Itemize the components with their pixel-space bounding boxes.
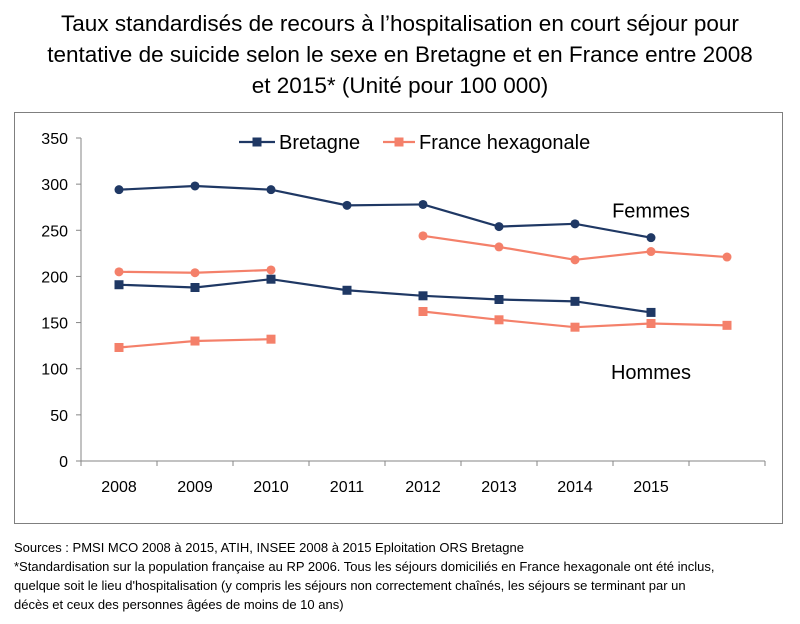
femmes-france-point xyxy=(266,265,276,275)
x-tick-label: 2009 xyxy=(177,479,213,496)
x-tick-label: 2010 xyxy=(253,479,289,496)
x-tick-label: 2013 xyxy=(481,479,517,496)
femmes-france-point xyxy=(418,231,428,241)
line-chart: 0 50 100 150 200 250 300 350 2008 2009 2010 2011 201… xyxy=(41,131,766,496)
femmes-bretagne-line-segment xyxy=(194,184,272,191)
femmes-bretagne-point xyxy=(570,219,580,229)
x-tick-label: 2015 xyxy=(633,479,669,496)
hommes-bretagne-line-segment xyxy=(346,289,424,297)
femmes-france-point xyxy=(190,268,200,278)
hommes-france-line-segment xyxy=(650,322,728,327)
hommes-bretagne-point xyxy=(418,291,428,301)
chart-title-line-1: Taux standardisés de recours à l’hospita… xyxy=(61,11,739,36)
chart-area: 0 50 100 150 200 250 300 350 2008 2009 2010 2011 201… xyxy=(14,112,783,524)
femmes-bretagne-point xyxy=(646,233,656,243)
sources-line-3: quelque soit le lieu d'hospitalisation (… xyxy=(14,578,686,593)
hommes-bretagne-point xyxy=(190,283,200,293)
femmes-france-point xyxy=(722,252,732,262)
x-tick-label: 2012 xyxy=(405,479,441,496)
hommes-france-point xyxy=(266,334,276,344)
chart-title: Taux standardisés de recours à l’hospita… xyxy=(0,8,800,101)
femmes-france-point xyxy=(114,267,124,277)
sources-line-4: décès et ceux des personnes âgées de moi… xyxy=(14,597,344,612)
y-tick-label: 350 xyxy=(41,131,68,148)
sources-line-1: Sources : PMSI MCO 2008 à 2015, ATIH, IN… xyxy=(14,540,524,555)
femmes-france-line-segment xyxy=(498,245,576,261)
y-tick-label: 50 xyxy=(50,408,68,425)
y-tick-label: 200 xyxy=(41,269,68,286)
chart-title-line-3: et 2015* (Unité pour 100 000) xyxy=(251,73,549,98)
femmes-bretagne-point xyxy=(190,181,200,191)
hommes-bretagne-point xyxy=(646,307,656,317)
femmes-france-line-segment xyxy=(422,234,500,248)
femmes-france-point xyxy=(646,247,656,257)
femmes-bretagne-line-segment xyxy=(118,184,196,191)
legend-bretagne-label: Bretagne xyxy=(279,132,360,154)
femmes-bretagne-point xyxy=(418,199,428,209)
annotation-hommes: Hommes xyxy=(611,362,691,384)
hommes-france-point xyxy=(570,322,580,332)
hommes-france-point xyxy=(114,342,124,352)
hommes-bretagne-line-segment xyxy=(118,283,196,289)
hommes-bretagne-line-segment xyxy=(498,298,576,303)
femmes-france-line-segment xyxy=(118,270,196,274)
femmes-bretagne-point xyxy=(266,185,276,195)
hommes-bretagne-point xyxy=(570,296,580,306)
femmes-france-line-segment xyxy=(650,250,728,259)
femmes-bretagne-line-segment xyxy=(498,222,576,228)
x-tick-label: 2014 xyxy=(557,479,593,496)
hommes-bretagne-line-segment xyxy=(270,278,348,292)
hommes-bretagne-point xyxy=(266,274,276,284)
femmes-bretagne-line-segment xyxy=(346,203,424,207)
x-tick-label: 2008 xyxy=(101,479,137,496)
sources-note: Sources : PMSI MCO 2008 à 2015, ATIH, IN… xyxy=(14,538,794,614)
femmes-bretagne-line-segment xyxy=(270,188,348,207)
femmes-bretagne-line-segment xyxy=(574,222,652,239)
hommes-france-line-segment xyxy=(498,318,576,329)
legend-france-marker xyxy=(394,137,404,147)
femmes-france-line-segment xyxy=(574,250,652,261)
femmes-bretagne-line-segment xyxy=(422,203,500,228)
femmes-bretagne-point xyxy=(494,222,504,232)
hommes-bretagne-point xyxy=(114,280,124,290)
y-tick-label: 250 xyxy=(41,223,68,240)
femmes-france-line-segment xyxy=(194,268,272,274)
y-tick-label: 0 xyxy=(59,454,68,471)
annotation-femmes: Femmes xyxy=(612,200,690,222)
legend-bretagne-marker xyxy=(252,137,262,147)
hommes-france-line-segment xyxy=(574,322,652,329)
hommes-france-point xyxy=(190,336,200,346)
y-tick-label: 150 xyxy=(41,316,68,333)
hommes-france-point xyxy=(494,315,504,325)
hommes-france-point xyxy=(646,318,656,328)
hommes-bretagne-line-segment xyxy=(422,294,500,301)
hommes-bretagne-point xyxy=(342,285,352,295)
femmes-bretagne-point xyxy=(114,185,124,195)
y-tick-label: 100 xyxy=(41,362,68,379)
femmes-france-point xyxy=(494,242,504,252)
femmes-bretagne-point xyxy=(342,200,352,210)
hommes-france-point xyxy=(418,306,428,316)
sources-line-2: *Standardisation sur la population franç… xyxy=(14,559,715,574)
x-tick-label: 2011 xyxy=(330,479,365,496)
femmes-france-point xyxy=(570,255,580,265)
hommes-france-point xyxy=(722,320,732,330)
hommes-bretagne-line-segment xyxy=(574,300,652,314)
legend-france-label: France hexagonale xyxy=(419,132,590,154)
hommes-france-line-segment xyxy=(118,339,196,349)
hommes-france-line-segment xyxy=(422,310,500,321)
hommes-bretagne-line-segment xyxy=(194,278,272,289)
y-tick-label: 300 xyxy=(41,177,68,194)
hommes-france-line-segment xyxy=(194,338,272,343)
hommes-bretagne-point xyxy=(494,295,504,304)
chart-title-line-2: tentative de suicide selon le sexe en Br… xyxy=(47,42,753,67)
